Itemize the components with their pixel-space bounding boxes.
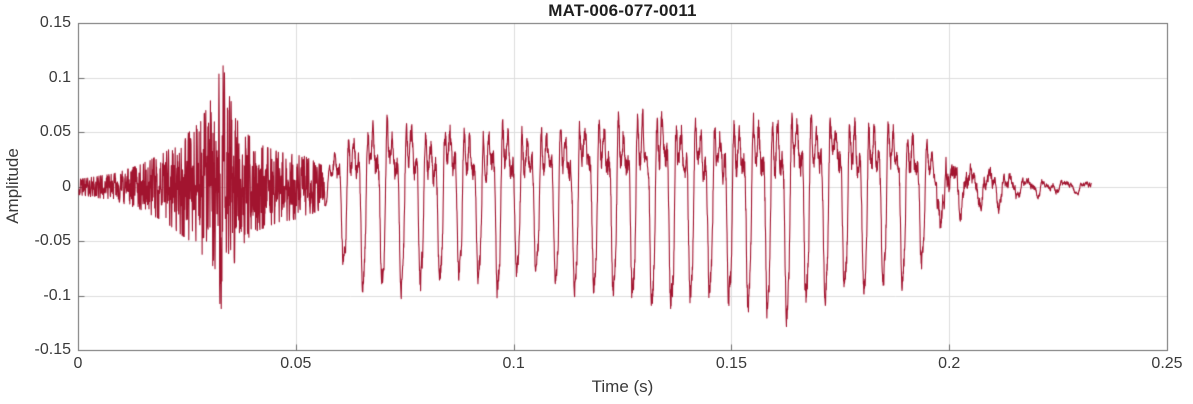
chart-title: MAT-006-077-0011 (548, 1, 697, 20)
y-tick-label: -0.05 (34, 232, 71, 249)
x-axis-label: Time (s) (591, 377, 654, 396)
y-tick-label: -0.1 (43, 286, 71, 304)
x-tick-label: 0.2 (938, 355, 961, 372)
y-axis-label: Amplitude (3, 148, 22, 224)
y-tick-label: 0.15 (39, 14, 71, 31)
x-tick-label: 0.15 (715, 355, 747, 372)
y-tick-label: -0.15 (34, 341, 71, 358)
y-tick-label: 0 (62, 177, 71, 195)
x-tick-label: 0 (73, 355, 83, 372)
x-tick-label: 0.25 (1151, 355, 1183, 372)
x-tick-label: 0.1 (502, 355, 525, 372)
x-tick-label: 0.05 (280, 355, 312, 372)
y-tick-label: 0.05 (39, 123, 71, 140)
y-tick-label: 0.1 (48, 68, 71, 86)
